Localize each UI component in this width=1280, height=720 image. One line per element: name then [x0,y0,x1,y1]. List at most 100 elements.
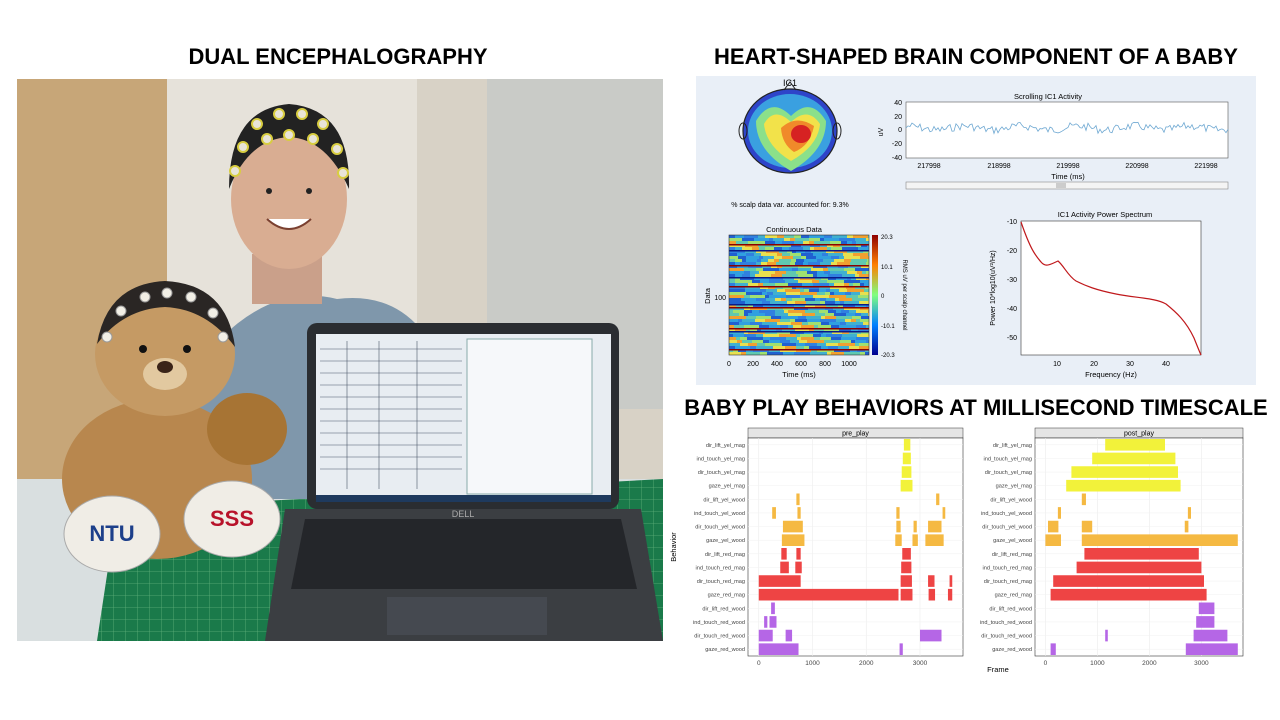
behavior-label: dir_touch_yel_mag [698,470,745,476]
heatmap-cell [733,334,744,337]
heatmap-cell [768,259,774,262]
heatmap-cell [821,316,825,319]
behavior-label: dir_lift_yel_mag [706,443,745,449]
heatmap-cell [860,283,864,286]
behavior-interval [797,507,801,519]
behavior-interval [913,520,917,533]
heatmap-cell [738,256,746,259]
heatmap-cell [784,310,788,313]
xtick: 800 [819,361,831,368]
behavior-interval [1076,561,1202,574]
heatmap-cell [741,298,756,301]
heatmap-cell [756,298,766,301]
heatmap-cell [834,283,844,286]
behavior-interval [901,561,912,574]
behavior-interval [758,643,799,655]
cbar-tick: 20.3 [881,235,893,241]
heatmap-cell [742,274,750,277]
heatmap-cell [771,274,782,277]
screen-taskbar [316,495,611,502]
heatmap-cell [813,283,829,286]
heatmap-cell [867,259,869,262]
heatmap-cell [840,340,851,343]
heatmap-cell [829,295,846,298]
heatmap-cell [752,280,760,283]
heatmap-cell [829,283,834,286]
heatmap-cell [792,268,798,271]
bear-electrodes [101,287,229,343]
heatmap-cell [754,253,761,256]
heatmap-cell [775,271,786,274]
heatmap-cell [820,298,826,301]
ytick: 0 [898,127,902,134]
xtick: 1000 [1090,660,1105,667]
heatmap-cell [756,316,771,319]
xtick: 1000 [841,361,857,368]
heatmap-cell [851,319,856,322]
facet-title: pre_play [842,431,869,438]
behavior-interval [900,588,913,601]
heatmap-cell [744,235,758,238]
heatmap-cell [756,334,763,337]
heatmap-cell [748,283,758,286]
heatmap-cell [729,325,734,328]
heatmap-cell [844,301,859,304]
behavior-label: gaze_yel_wood [706,538,745,544]
heatmap-cell [808,322,821,325]
heatmap-cell [857,334,869,337]
scalp-var-text: % scalp data var. accounted for: 9.3% [731,202,849,209]
heatmap-cell [798,268,811,271]
heatmap-cell [729,280,735,283]
heatmap-cell [853,235,868,238]
heatmap-cell [820,337,831,340]
heatmap-cell [816,256,831,259]
behavior-label: dir_lift_yel_mag [993,443,1032,449]
heatmap-cell [810,352,827,355]
scrollbar[interactable] [905,181,1229,190]
xtick: 2000 [859,660,874,667]
heatmap-cell [799,340,807,343]
spectrum-xticks: 10 20 30 40 [1053,361,1170,368]
behavior-label: dir_lift_red_mag [992,552,1032,558]
scrolling-title: Scrolling IC1 Activity [1014,92,1082,101]
heatmap-cell [756,262,761,265]
heatmap-cell [786,271,796,274]
xtick: 30 [1126,361,1134,368]
heatmap-cell [796,334,800,337]
heatmap-cell [769,295,786,298]
heatmap-cell [729,301,745,304]
heatmap-cell [808,262,820,265]
heatmap-cell [852,298,868,301]
heatmap-cell [745,301,762,304]
scrollbar-thumb[interactable] [1056,183,1066,188]
bear-head [95,292,235,416]
heatmap-band [729,328,869,330]
xtick: 220998 [1125,163,1148,170]
heatmap-cell [860,319,869,322]
teddy-bear: NTU SSS [62,281,287,573]
heatmap-cell [757,259,761,262]
heatmap-cell [803,241,809,244]
heatmap-cell [788,283,802,286]
heatmap-cell [820,238,824,241]
heatmap-cell [813,334,821,337]
behavior-interval [758,588,899,601]
heatmap-cell [729,238,742,241]
heatmap-cell [860,292,869,295]
heatmap-cell [755,274,771,277]
topo-map [738,81,842,174]
heatmap-cell [785,289,800,292]
heatmap-cell [729,289,745,292]
heatmap-cell [796,343,805,346]
heatmap-cell [844,268,855,271]
heatmap-cell [819,310,828,313]
heatmap-cell [828,274,842,277]
behavior-interval [1045,534,1061,546]
heatmap-cell [863,322,869,325]
heatmap-cell [735,235,744,238]
heatmap-cell [797,337,801,340]
xtick: 3000 [1194,660,1209,667]
ytick: 20 [894,114,902,121]
behavior-interval [772,507,776,519]
facet-post_play: post_play 0 1000 2000 3000 dir_lift_yel_magin… [980,427,1244,667]
